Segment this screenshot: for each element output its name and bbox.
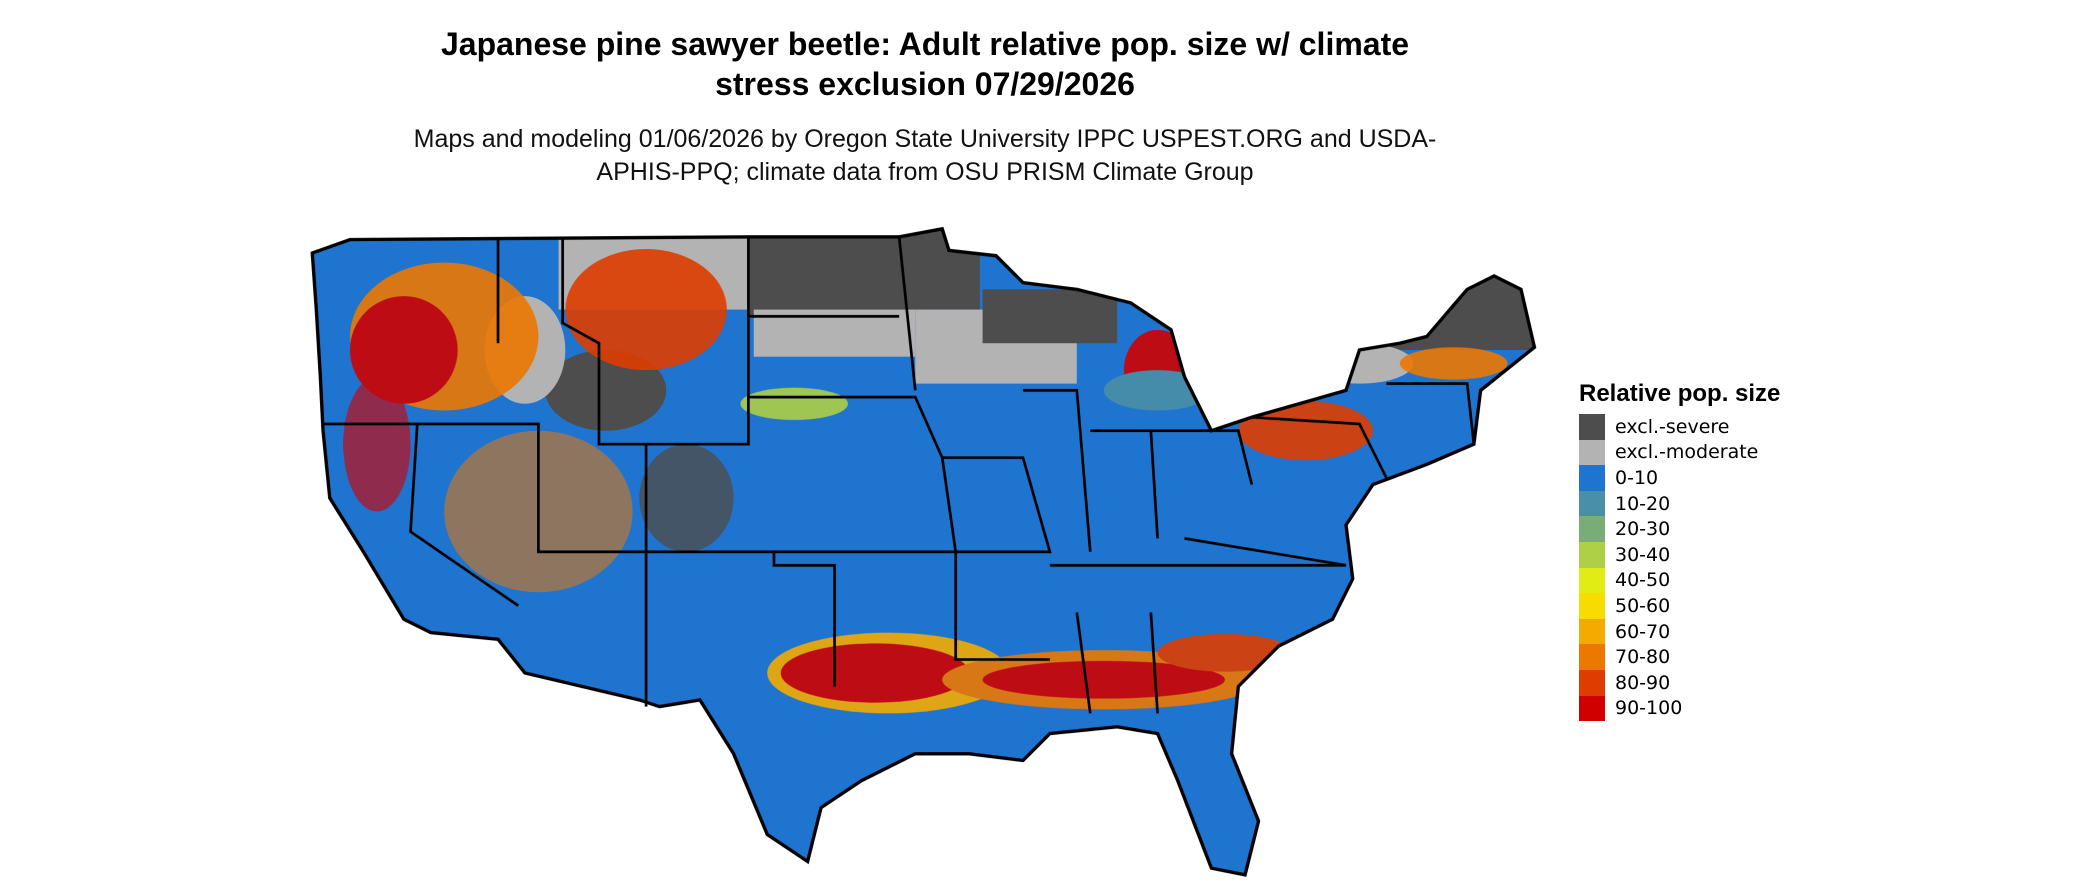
legend-swatch <box>1579 541 1605 568</box>
legend-label: 90-100 <box>1615 697 1683 720</box>
legend-label: 30-40 <box>1615 543 1671 566</box>
legend-entry: 70-80 <box>1579 644 1780 670</box>
legend-entry: 90-100 <box>1579 695 1780 722</box>
legend-entry: excl.-severe <box>1579 414 1780 440</box>
legend-swatch <box>1579 644 1605 670</box>
legend-label: 70-80 <box>1615 646 1671 669</box>
legend-swatch <box>1579 593 1605 619</box>
legend-swatch <box>1579 439 1605 466</box>
legend-title: Relative pop. size <box>1579 380 1781 407</box>
map-body <box>310 227 1537 877</box>
legend-label: excl.-moderate <box>1615 441 1759 464</box>
legend-label: 80-90 <box>1615 671 1671 694</box>
legend-label: excl.-severe <box>1615 415 1730 438</box>
legend-entry: excl.-moderate <box>1579 439 1780 466</box>
legend-swatch <box>1579 516 1605 542</box>
legend-swatch <box>1579 618 1605 645</box>
legend-entry: 40-50 <box>1579 567 1780 594</box>
legend-entry: 50-60 <box>1579 593 1780 619</box>
legend-label: 0-10 <box>1615 466 1659 489</box>
legend-swatch <box>1579 490 1605 517</box>
legend-label: 60-70 <box>1615 620 1671 643</box>
legend-entry: 80-90 <box>1579 669 1780 696</box>
legend-swatch <box>1579 695 1605 722</box>
legend-items: excl.-severe excl.-moderate 0-10 10-20 20-30… <box>1579 414 1780 722</box>
legend-label: 40-50 <box>1615 569 1671 592</box>
legend-label: 50-60 <box>1615 594 1671 617</box>
map-title: Japanese pine sawyer beetle: Adult relat… <box>440 26 1410 102</box>
legend-entry: 60-70 <box>1579 618 1780 645</box>
legend-entry: 30-40 <box>1579 541 1780 568</box>
legend-swatch <box>1579 465 1605 491</box>
map-subtitle: Maps and modeling 01/06/2026 by Oregon S… <box>413 125 1437 186</box>
legend-label: 10-20 <box>1615 492 1671 515</box>
legend-entry: 20-30 <box>1579 516 1780 542</box>
legend: Relative pop. size excl.-severe excl.-mod… <box>1579 380 1781 722</box>
legend-swatch <box>1579 669 1605 696</box>
legend-entry: 10-20 <box>1579 490 1780 517</box>
legend-swatch <box>1579 567 1605 594</box>
legend-swatch <box>1579 414 1605 440</box>
legend-label: 20-30 <box>1615 518 1671 541</box>
legend-entry: 0-10 <box>1579 465 1780 491</box>
